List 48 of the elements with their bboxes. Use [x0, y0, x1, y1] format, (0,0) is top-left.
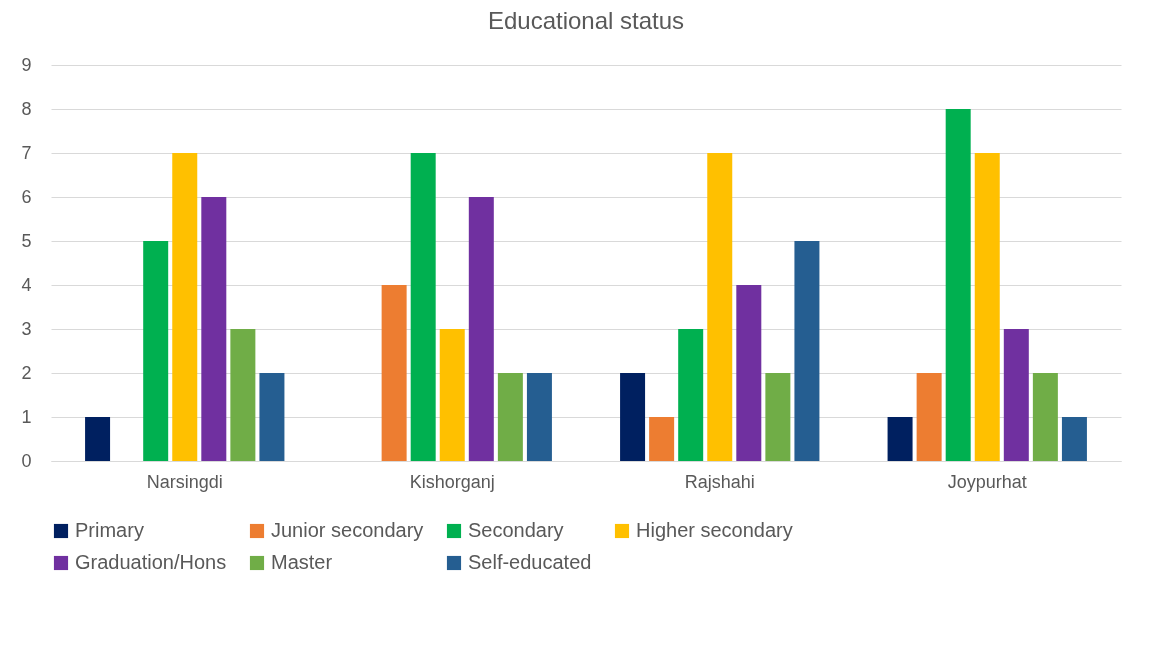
y-tick-label: 3	[21, 318, 32, 339]
bar	[649, 417, 675, 461]
x-tick-label: Joypurhat	[947, 471, 1027, 492]
bar	[620, 373, 646, 461]
bar	[1003, 329, 1029, 461]
bar	[794, 241, 820, 461]
y-tick-label: 0	[21, 450, 32, 471]
y-tick-label: 6	[21, 186, 32, 207]
bar	[201, 197, 227, 461]
bar	[1032, 373, 1058, 461]
bar	[439, 329, 465, 461]
legend-label: Primary	[75, 519, 144, 541]
bar	[410, 153, 436, 461]
y-tick-label: 1	[21, 406, 32, 427]
bar	[497, 373, 523, 461]
y-tick-label: 9	[21, 54, 32, 75]
y-tick-label: 2	[21, 362, 32, 383]
bar	[468, 197, 494, 461]
y-tick-label: 8	[21, 98, 32, 119]
bar	[85, 417, 111, 461]
bar	[143, 241, 169, 461]
bar	[916, 373, 942, 461]
bar	[736, 285, 762, 461]
y-tick-label: 5	[21, 230, 32, 251]
chart-title: Educational status	[487, 7, 685, 34]
y-tick-label: 4	[21, 274, 32, 295]
bar	[887, 417, 913, 461]
legend-label: Higher secondary	[636, 519, 793, 541]
x-tick-label: Rajshahi	[684, 471, 755, 492]
bar	[259, 373, 285, 461]
x-tick-label: Kishorganj	[409, 471, 495, 492]
bar	[678, 329, 704, 461]
legend-label: Graduation/Hons	[75, 551, 227, 573]
bar	[707, 153, 733, 461]
legend-label: Secondary	[468, 519, 564, 541]
bar	[230, 329, 256, 461]
bar	[381, 285, 407, 461]
legend-label: Self-educated	[468, 551, 592, 573]
bar	[1061, 417, 1087, 461]
legend-label: Master	[271, 551, 333, 573]
bar	[974, 153, 1000, 461]
y-tick-label: 7	[21, 142, 32, 163]
bar	[765, 373, 791, 461]
x-tick-label: Narsingdi	[146, 471, 223, 492]
legend-label: Junior secondary	[271, 519, 424, 541]
bar	[526, 373, 552, 461]
bar	[945, 109, 971, 461]
bar	[172, 153, 198, 461]
